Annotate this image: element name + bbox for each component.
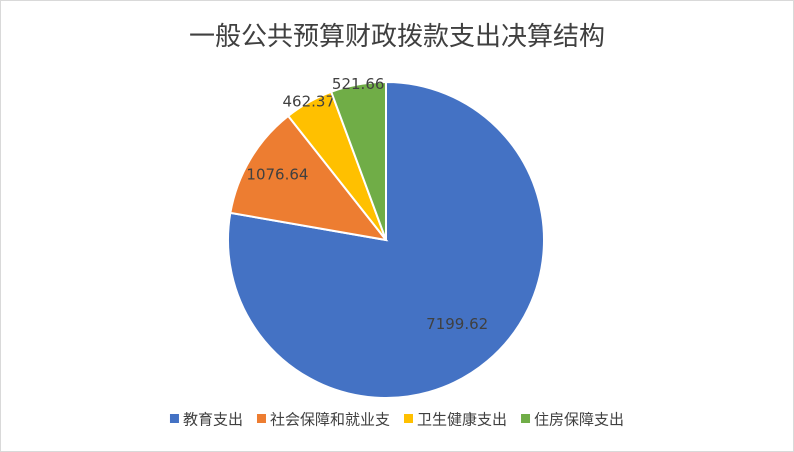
legend-swatch bbox=[404, 414, 413, 423]
data-label: 462.37 bbox=[283, 93, 336, 111]
legend-label: 社会保障和就业支 bbox=[270, 411, 390, 429]
chart-title: 一般公共预算财政拨款支出决算结构 bbox=[189, 22, 605, 52]
legend-label: 住房保障支出 bbox=[534, 411, 624, 429]
legend-label: 卫生健康支出 bbox=[417, 411, 507, 429]
legend-swatch bbox=[256, 414, 266, 423]
data-label: 521.66 bbox=[332, 75, 385, 93]
legend-swatch bbox=[169, 414, 179, 423]
legend-swatch bbox=[521, 414, 531, 423]
pie-slice bbox=[329, 80, 387, 241]
pie-slice bbox=[229, 114, 389, 242]
data-label: 1076.64 bbox=[246, 166, 308, 184]
data-label: 7199.62 bbox=[426, 315, 488, 333]
legend-label: 教育支出 bbox=[183, 411, 243, 429]
